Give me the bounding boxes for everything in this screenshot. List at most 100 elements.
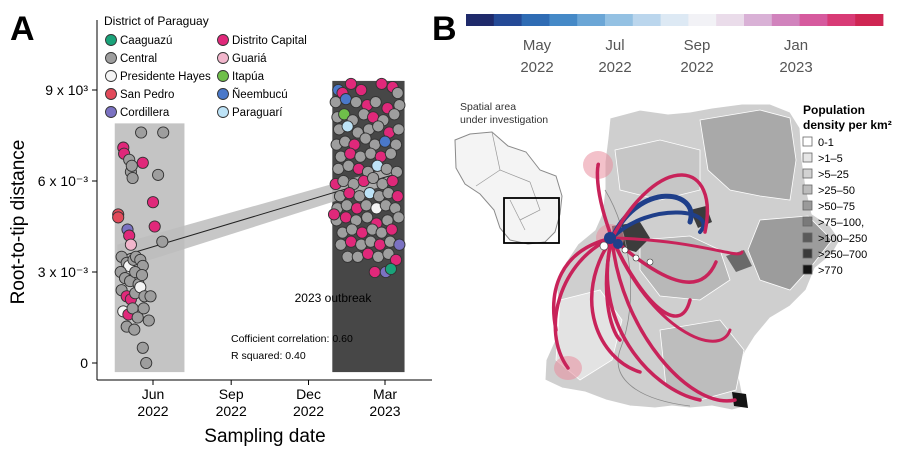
data-point bbox=[372, 250, 385, 263]
x-tick-label-month: Mar bbox=[373, 386, 397, 402]
data-point bbox=[345, 223, 358, 236]
colorbar-tick-month: Jan bbox=[784, 37, 808, 54]
data-point bbox=[342, 159, 355, 172]
colorbar-segment bbox=[577, 14, 606, 26]
link-red-9 bbox=[552, 236, 614, 332]
link-blue-2 bbox=[610, 210, 706, 240]
origin-cluster-4 bbox=[621, 246, 629, 254]
legend-swatch bbox=[105, 70, 117, 82]
data-point bbox=[334, 238, 347, 251]
origin-cluster-6 bbox=[646, 258, 654, 266]
data-point bbox=[378, 135, 392, 148]
origin-cluster-5 bbox=[632, 254, 640, 262]
data-point bbox=[124, 238, 137, 251]
data-point bbox=[142, 314, 155, 327]
x-tick-label-month: Sep bbox=[219, 386, 244, 402]
panel-a: A 03 x 10⁻³6 x 10⁻³9 x 10³ Jun2022Sep202… bbox=[8, 10, 432, 447]
y-tick-label: 3 x 10⁻³ bbox=[38, 264, 89, 280]
data-point bbox=[126, 171, 139, 185]
regression-confidence-band bbox=[117, 166, 393, 271]
data-point bbox=[361, 211, 374, 224]
y-tick-label: 0 bbox=[80, 355, 88, 371]
density-swatch bbox=[802, 184, 813, 195]
density-legend-title-line2: density per km² bbox=[803, 118, 892, 132]
data-point bbox=[391, 86, 404, 100]
link-red-7 bbox=[610, 236, 718, 284]
district-shade-mid-north bbox=[614, 139, 701, 201]
correlation-text: Cofficient correlation: 0.60 bbox=[231, 333, 353, 345]
data-point bbox=[125, 159, 138, 172]
data-point bbox=[128, 323, 141, 336]
data-point bbox=[344, 77, 358, 90]
legend-swatch bbox=[105, 34, 117, 46]
data-point bbox=[364, 147, 377, 160]
legend-label: Caaguazú bbox=[120, 35, 172, 47]
link-red-2 bbox=[610, 173, 710, 240]
inset-country-outline bbox=[454, 131, 563, 245]
legend-swatch bbox=[217, 34, 229, 46]
data-point bbox=[391, 190, 404, 203]
data-point bbox=[375, 226, 388, 239]
link-red-12 bbox=[610, 236, 732, 343]
data-point bbox=[339, 211, 352, 224]
data-point bbox=[152, 168, 165, 181]
data-point bbox=[131, 311, 144, 324]
data-point bbox=[389, 138, 403, 151]
data-point bbox=[144, 290, 157, 303]
colorbar-segment bbox=[799, 14, 828, 26]
legend-swatch bbox=[217, 88, 229, 100]
data-point bbox=[341, 120, 354, 133]
data-point bbox=[136, 156, 149, 169]
density-label: >25–50 bbox=[818, 185, 855, 197]
dense-area-southeast bbox=[732, 392, 748, 408]
data-point bbox=[389, 253, 403, 266]
data-point bbox=[373, 238, 386, 251]
colorbar-segment bbox=[771, 14, 800, 26]
density-legend-title-line1: Population bbox=[803, 103, 865, 117]
legend-swatch bbox=[105, 52, 117, 64]
data-point bbox=[392, 123, 405, 136]
data-point bbox=[327, 208, 341, 221]
data-point bbox=[360, 199, 373, 212]
density-label: >250–700 bbox=[818, 249, 867, 261]
data-point bbox=[135, 268, 149, 282]
data-point bbox=[388, 108, 401, 121]
legend-label: Guariá bbox=[232, 53, 267, 65]
data-point bbox=[340, 199, 353, 212]
data-point bbox=[384, 262, 397, 276]
colorbar-tick-year: 2022 bbox=[598, 59, 631, 76]
density-label: >50–75 bbox=[818, 201, 855, 213]
legend-label: Presidente Hayes bbox=[120, 71, 211, 83]
outbreak-label: 2023 outbreak bbox=[295, 291, 373, 305]
x-tick-label-month: Jun bbox=[142, 386, 165, 402]
legend-label: Itapúa bbox=[232, 71, 265, 83]
colorbar-segment bbox=[827, 14, 856, 26]
district-shade-north bbox=[699, 109, 797, 201]
x-axis-label: Sampling date bbox=[204, 426, 325, 447]
y-tick-label: 6 x 10⁻³ bbox=[38, 173, 89, 189]
link-red-4 bbox=[589, 236, 642, 374]
colorbar-segment bbox=[660, 14, 689, 26]
inset-title-line1: Spatial area bbox=[460, 101, 516, 113]
dense-area-mid bbox=[726, 250, 752, 272]
inset-map: Spatial area under investigation bbox=[454, 101, 563, 245]
data-point bbox=[329, 96, 342, 109]
colorbar-segment bbox=[466, 14, 495, 26]
data-point bbox=[359, 132, 372, 145]
x-tick-label-year: 2023 bbox=[369, 403, 400, 419]
data-point bbox=[148, 220, 161, 233]
district-shade-central bbox=[639, 235, 731, 301]
data-point bbox=[384, 147, 397, 160]
data-point bbox=[393, 238, 406, 251]
legend-label: San Pedro bbox=[120, 89, 174, 101]
density-label: >75–100, bbox=[818, 217, 864, 229]
density-label: 0-1 bbox=[818, 137, 834, 149]
colorbar-tick-year: 2022 bbox=[520, 59, 553, 76]
legend-label: Central bbox=[120, 53, 157, 65]
data-point bbox=[140, 356, 153, 370]
x-tick-label-year: 2022 bbox=[293, 403, 324, 419]
data-point bbox=[393, 99, 406, 112]
colorbar-segment bbox=[632, 14, 661, 26]
data-point bbox=[135, 126, 148, 139]
legend-swatch bbox=[105, 106, 117, 118]
